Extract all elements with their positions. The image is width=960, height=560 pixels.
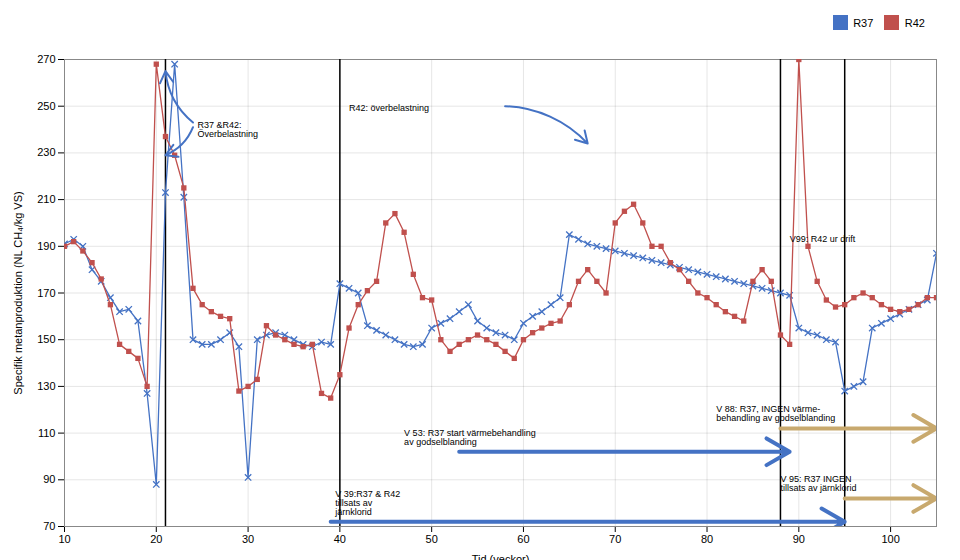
svg-text:30: 30 <box>242 533 254 545</box>
svg-text:80: 80 <box>701 533 713 545</box>
svg-text:270: 270 <box>37 53 55 65</box>
svg-text:250: 250 <box>37 99 55 111</box>
html-text:R42: R42 <box>904 16 925 29</box>
svg-text:10: 10 <box>58 533 70 545</box>
svg-text:V 88: R37, INGEN värme-behandl: V 88: R37, INGEN värme-behandling av god… <box>716 404 835 423</box>
svg-text:130: 130 <box>37 379 55 391</box>
svg-text:50: 50 <box>426 533 438 545</box>
svg-text:R42: överbelastning: R42: överbelastning <box>349 102 429 112</box>
svg-text:60: 60 <box>517 533 529 545</box>
svg-text:V 95: R37 INGENtillsats av jär: V 95: R37 INGENtillsats av järnklorid <box>780 474 856 493</box>
svg-text:190: 190 <box>37 239 55 251</box>
svg-text:20: 20 <box>150 533 162 545</box>
svg-text:70: 70 <box>609 533 621 545</box>
svg-text:110: 110 <box>38 426 56 438</box>
svg-text:230: 230 <box>37 146 55 158</box>
svg-text:100: 100 <box>881 533 899 545</box>
html-text:R37: R37 <box>853 16 874 29</box>
svg-text:170: 170 <box>37 286 55 298</box>
svg-text:150: 150 <box>37 333 55 345</box>
svg-text:40: 40 <box>334 533 346 545</box>
svg-text:V99: R42 ur drift: V99: R42 ur drift <box>790 233 856 243</box>
svg-text:90: 90 <box>43 473 55 485</box>
svg-text:70: 70 <box>43 520 55 532</box>
svg-text:90: 90 <box>793 533 805 545</box>
svg-text:210: 210 <box>37 193 55 205</box>
svg-text:V 53: R37 start värmebehandlin: V 53: R37 start värmebehandlingav godsel… <box>404 427 536 446</box>
svg-text:V 39:R37 & R42tillsats avjärnk: V 39:R37 & R42tillsats avjärnklorid <box>334 488 400 516</box>
svg-text:R37 &R42:Överbelastning: R37 &R42:Överbelastning <box>198 119 259 138</box>
svg-text:Specifik metanproduktion (NL C: Specifik metanproduktion (NL CH₄/kg VS) <box>12 191 24 394</box>
svg-text:Tid (veckor): Tid (veckor) <box>472 552 530 560</box>
